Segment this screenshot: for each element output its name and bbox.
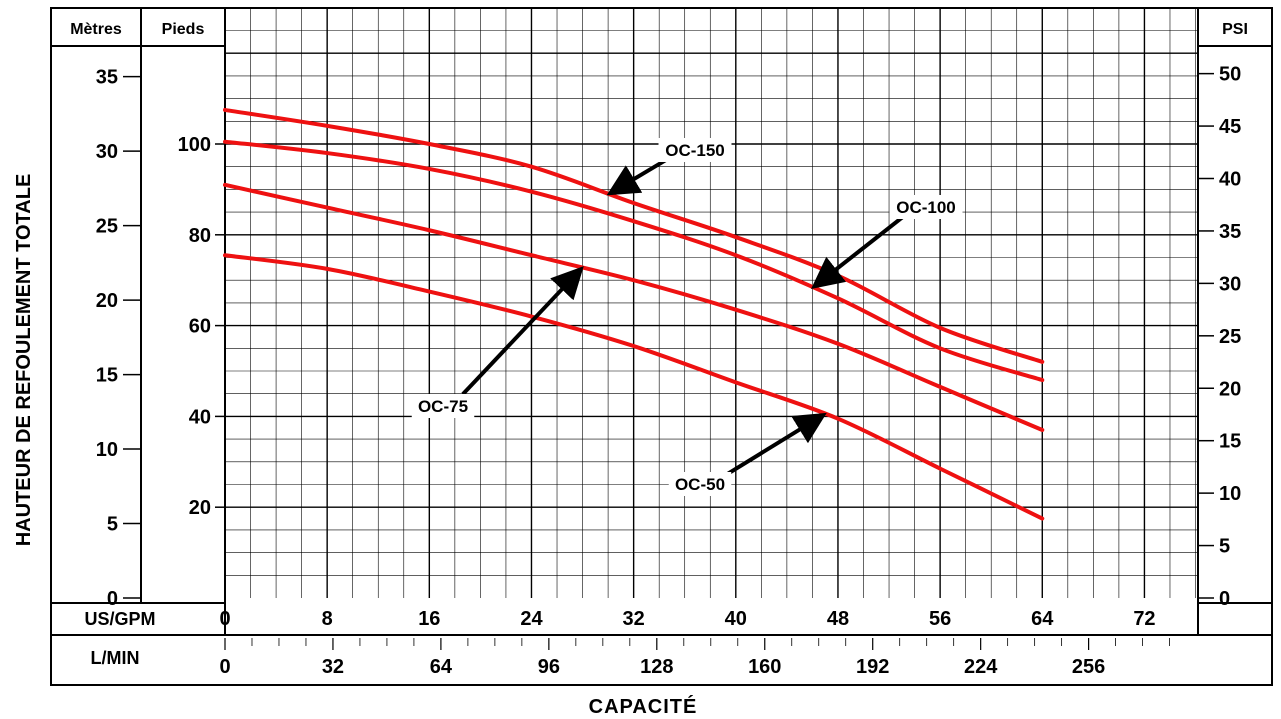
psi-tick-label: 50 (1219, 64, 1241, 86)
x-axis-title: CAPACITÉ (589, 695, 698, 718)
y-axis-title: HAUTEUR DE REFOULEMENT TOTALE (13, 174, 35, 547)
gpm-tick-label: 16 (418, 608, 440, 630)
series-line-oc-50 (223, 253, 1045, 521)
major-grid (225, 8, 1198, 598)
gpm-tick-label: 48 (827, 608, 849, 630)
psi-tick-label: 35 (1219, 221, 1241, 243)
lmin-unit-label: L/MIN (91, 648, 140, 668)
annotation-label-oc-75: OC-75 (418, 397, 468, 416)
gpm-tick-label: 56 (929, 608, 951, 630)
lmin-tick-label: 0 (219, 656, 230, 678)
series-line-oc-75 (223, 182, 1045, 433)
psi-tick-label: 10 (1219, 483, 1241, 505)
psi-tick-label: 30 (1219, 273, 1241, 295)
psi-tick-label: 20 (1219, 378, 1241, 400)
annotation-label-bg (658, 138, 732, 162)
feet-tick-label: 80 (189, 225, 211, 247)
annotation-arrow-oc-50 (723, 412, 827, 478)
annotation-label-bg (411, 394, 475, 418)
feet-tick-label: 40 (189, 406, 211, 428)
feet-header: Pieds (162, 21, 205, 38)
series-lines (223, 107, 1045, 521)
annotation-label-bg (889, 195, 963, 219)
annotation-label-oc-150: OC-150 (665, 141, 725, 160)
gpm-tick-label: 40 (725, 608, 747, 630)
lmin-tick-label: 160 (748, 656, 781, 678)
psi-header: PSI (1222, 21, 1248, 38)
gpm-tick-label: 72 (1133, 608, 1155, 630)
lmin-tick-label: 96 (538, 656, 560, 678)
lmin-tick-label: 256 (1072, 656, 1105, 678)
annotation-label-oc-50: OC-50 (675, 475, 725, 494)
gpm-tick-label: 32 (623, 608, 645, 630)
curve-annotations: OC-150 OC-100 OC-75 OC-50 (411, 138, 963, 496)
meters-tick-label: 10 (96, 439, 118, 461)
feet-tick-label: 20 (189, 497, 211, 519)
lmin-tick-label: 224 (964, 656, 998, 678)
series-line-oc-100 (223, 139, 1045, 383)
gpm-tick-label: 64 (1031, 608, 1054, 630)
gpm-unit-label: US/GPM (84, 609, 155, 629)
psi-tick-label: 40 (1219, 169, 1241, 191)
psi-tick-label: 25 (1219, 326, 1241, 348)
annotation-arrow-oc-75 (461, 266, 584, 396)
meters-tick-label: 0 (107, 588, 118, 610)
chart-frame (50, 7, 1273, 686)
lmin-tick-label: 128 (640, 656, 673, 678)
gpm-tick-label: 24 (520, 608, 543, 630)
feet-tick-label: 60 (189, 316, 211, 338)
meters-tick-label: 30 (96, 141, 118, 163)
psi-tick-label: 0 (1219, 588, 1230, 610)
meters-header: Mètres (70, 21, 122, 38)
annotation-arrow-oc-150 (606, 155, 672, 196)
feet-tick-label: 100 (178, 134, 211, 156)
meters-tick-label: 25 (96, 216, 118, 238)
psi-tick-label: 5 (1219, 536, 1230, 558)
lmin-tick-label: 192 (856, 656, 889, 678)
meters-tick-label: 15 (96, 365, 118, 387)
meters-tick-label: 5 (107, 514, 118, 536)
axes: 2040608010005101520253035051015202530354… (96, 64, 1242, 678)
annotation-label-bg (668, 472, 732, 496)
annotation-label-oc-100: OC-100 (896, 198, 956, 217)
gpm-tick-label: 8 (322, 608, 333, 630)
lmin-tick-label: 32 (322, 656, 344, 678)
series-line-oc-150 (223, 107, 1045, 364)
annotation-arrow-oc-100 (811, 215, 905, 290)
meters-tick-label: 35 (96, 67, 118, 89)
psi-tick-label: 45 (1219, 116, 1241, 138)
psi-tick-label: 15 (1219, 431, 1241, 453)
meters-tick-label: 20 (96, 290, 118, 312)
gpm-tick-label: 0 (219, 608, 230, 630)
lmin-tick-label: 64 (430, 656, 453, 678)
